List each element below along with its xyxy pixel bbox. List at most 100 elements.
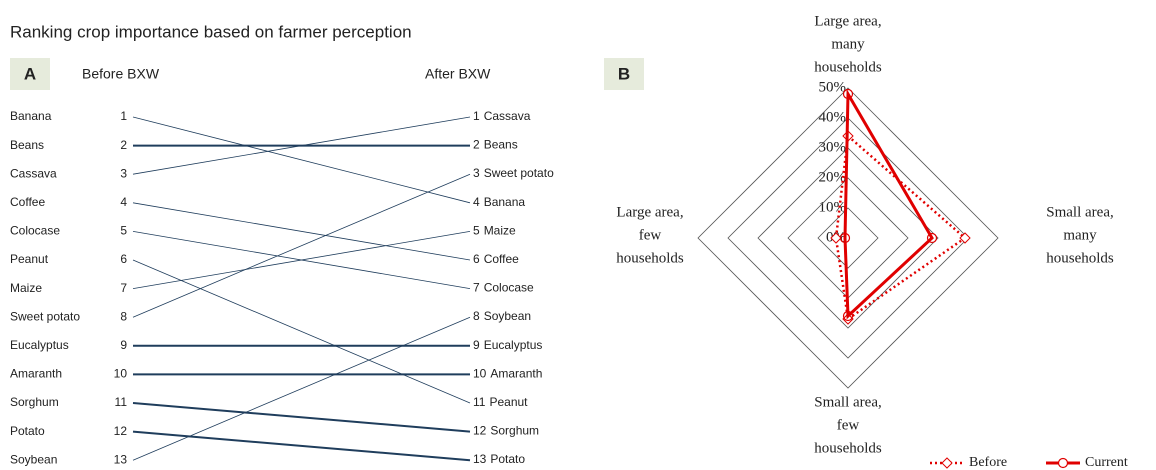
left-header: Before BXW <box>82 66 160 82</box>
crop-name-before: Peanut <box>10 252 49 266</box>
rank-after: 7 <box>473 281 480 295</box>
crop-name-after: Peanut <box>489 395 528 409</box>
marker <box>926 232 938 244</box>
crop-name-after: Soybean <box>484 309 531 323</box>
crop-name-before: Beans <box>10 138 44 152</box>
r-tick-label: 30% <box>819 139 847 155</box>
crop-name-before: Sweet potato <box>10 309 80 323</box>
grid-ring <box>757 147 939 329</box>
crop-after-label: 2 Beans <box>473 138 518 152</box>
panel-label: A <box>24 64 36 83</box>
crop-name-before: Cassava <box>10 166 57 180</box>
rank-before: 5 <box>120 224 127 238</box>
rank-line <box>132 116 471 204</box>
marker <box>842 313 854 325</box>
panel-label-box <box>604 58 644 90</box>
axis-label: households <box>1046 250 1114 266</box>
crop-name-before: Sorghum <box>10 395 59 409</box>
rank-after: 4 <box>473 195 480 209</box>
crop-after-label: 5 Maize <box>473 224 516 238</box>
crop-name-after: Colocase <box>484 281 534 295</box>
marker <box>842 310 854 322</box>
crop-name-after: Sorghum <box>490 424 539 438</box>
crop-name-after: Eucalyptus <box>484 338 543 352</box>
r-tick-label: 20% <box>819 169 847 185</box>
grid-ring <box>697 87 999 389</box>
rank-before: 3 <box>120 166 127 180</box>
crop-after-label: 7 Colocase <box>473 281 534 295</box>
crop-name-after: Beans <box>484 138 518 152</box>
axis-label: households <box>814 440 882 456</box>
crop-name-after: Cassava <box>484 109 531 123</box>
axis-label: few <box>837 417 860 433</box>
crop-name-before: Soybean <box>10 452 57 466</box>
crop-name-before: Banana <box>10 109 52 123</box>
panel-label-box <box>10 58 50 90</box>
axis-label: households <box>814 59 882 75</box>
rank-after: 2 <box>473 138 480 152</box>
rank-before: 7 <box>120 281 127 295</box>
rank-line <box>132 430 471 462</box>
rank-before: 10 <box>114 367 128 381</box>
crop-after-label: 8 Soybean <box>473 309 531 323</box>
rank-after: 13 <box>473 452 487 466</box>
rank-line <box>132 316 471 461</box>
r-tick-label: 10% <box>819 199 847 215</box>
grid-ring <box>727 117 969 359</box>
r-tick-label: 40% <box>819 109 847 125</box>
axis-label: few <box>639 227 662 243</box>
rank-after: 6 <box>473 252 480 266</box>
crop-after-label: 4 Banana <box>473 195 525 209</box>
crop-after-label: 12 Sorghum <box>473 424 539 438</box>
rank-before: 6 <box>120 252 127 266</box>
marker <box>959 232 971 244</box>
crop-name-after: Amaranth <box>490 367 542 381</box>
crop-name-after: Maize <box>484 224 516 238</box>
crop-after-label: 11 Peanut <box>473 395 528 409</box>
rank-after: 9 <box>473 338 480 352</box>
rank-before: 12 <box>114 424 128 438</box>
series-line <box>834 133 968 322</box>
rank-line <box>132 402 471 433</box>
crop-after-label: 10 Amaranth <box>473 367 542 381</box>
crop-name-after: Sweet potato <box>484 166 554 180</box>
right-header: After BXW <box>425 66 491 82</box>
crop-name-before: Amaranth <box>10 367 62 381</box>
crop-name-before: Potato <box>10 424 45 438</box>
rank-after: 5 <box>473 224 480 238</box>
marker <box>842 88 854 100</box>
series-line <box>843 88 934 320</box>
rank-line <box>132 116 471 175</box>
crop-after-label: 1 Cassava <box>473 109 531 123</box>
rank-before: 2 <box>120 138 127 152</box>
crop-name-before: Colocase <box>10 224 60 238</box>
grid-ring <box>817 207 879 269</box>
crop-name-before: Coffee <box>10 195 45 209</box>
crop-after-label: 6 Coffee <box>473 252 519 266</box>
rank-before: 8 <box>120 309 127 323</box>
rank-line <box>132 231 471 289</box>
axis-label: many <box>1063 227 1097 243</box>
legend-label: Current <box>1085 455 1128 470</box>
axis-label: Small area, <box>1046 204 1113 220</box>
crop-name-after: Coffee <box>484 252 519 266</box>
marker <box>839 232 851 244</box>
rank-after: 10 <box>473 367 487 381</box>
rank-after: 8 <box>473 309 480 323</box>
legend-marker <box>1057 457 1069 469</box>
rank-after: 11 <box>473 395 486 409</box>
rank-line <box>132 173 471 318</box>
rank-line <box>132 202 471 261</box>
axis-label: Large area, <box>616 204 683 220</box>
rank-before: 9 <box>120 338 127 352</box>
axis-label: many <box>831 36 865 52</box>
r-tick-label: 50% <box>819 79 847 95</box>
crop-name-before: Maize <box>10 281 42 295</box>
crop-name-before: Eucalyptus <box>10 338 69 352</box>
axis-label: Large area, <box>814 13 881 29</box>
marker <box>830 232 842 244</box>
figure-title: Ranking crop importance based on farmer … <box>10 22 412 41</box>
crop-name-after: Banana <box>484 195 526 209</box>
rank-after: 12 <box>473 424 487 438</box>
